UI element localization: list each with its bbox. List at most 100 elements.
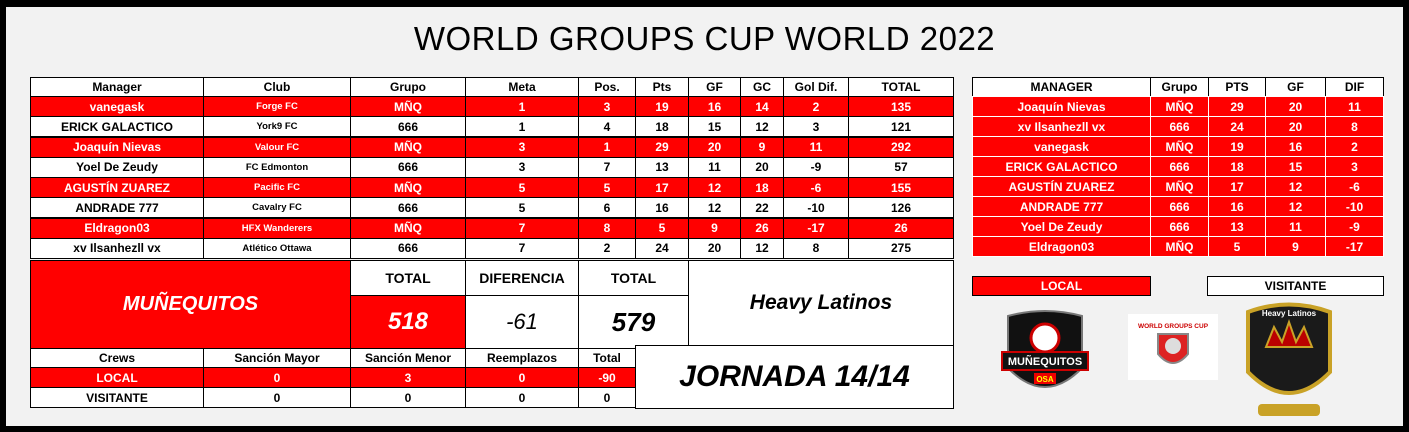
table-cell: 11 [783,136,849,158]
table-cell: 12 [1265,196,1326,217]
table-cell: -90 [578,367,636,388]
table-cell: Joaquín Nievas [30,136,204,158]
column-header: Grupo [350,77,466,97]
table-cell: 12 [1265,176,1326,197]
table-cell: FC Edmonton [203,156,351,178]
table-cell: York9 FC [203,116,351,138]
table-cell: 3 [783,116,849,138]
table-cell: -10 [783,197,849,219]
column-header: Pts [635,77,689,97]
table-cell: 5 [465,197,579,219]
table-cell: MÑQ [1150,176,1209,197]
table-cell: MÑQ [350,177,466,198]
difference: -61 [465,295,579,349]
column-header: Sanción Mayor [203,348,351,368]
cup-logo: WORLD GROUPS CUP [1128,314,1218,380]
table-cell: MÑQ [1150,236,1209,257]
table-cell: 29 [1208,96,1266,117]
column-header: Total [578,348,636,368]
table-cell: 3 [350,367,466,388]
column-header: Club [203,77,351,97]
table-cell: 5 [578,177,636,198]
table-cell: MÑQ [350,217,466,239]
table-cell: 12 [688,197,741,219]
table-cell: 2 [783,96,849,117]
table-cell: MÑQ [350,96,466,117]
table-cell: 22 [740,197,784,219]
table-cell: 26 [848,217,954,239]
table-cell: 3 [578,96,636,117]
column-header: Sanción Menor [350,348,466,368]
table-cell: 0 [465,387,579,408]
table-cell: Atlético Ottawa [203,237,351,259]
column-header: Gol Dif. [783,77,849,97]
table-cell: 12 [740,237,784,259]
round: JORNADA 14/14 [635,345,954,409]
table-cell: MÑQ [350,136,466,158]
table-cell: 16 [635,197,689,219]
table-cell: 11 [1265,216,1326,237]
table-cell: xv Ilsanhezll vx [972,116,1151,137]
table-cell: 16 [1208,196,1266,217]
logo-text: Heavy Latinos [1262,309,1317,318]
table-cell: 155 [848,177,954,198]
column-header: PTS [1208,77,1266,97]
table-cell: 135 [848,96,954,117]
table-cell: 9 [688,217,741,239]
column-header: GF [1265,77,1326,97]
table-cell: 12 [688,177,741,198]
table-cell: -6 [783,177,849,198]
shield [1246,302,1332,395]
table-cell: Eldragon03 [972,236,1151,257]
column-header: Meta [465,77,579,97]
table-cell: 1 [465,116,579,138]
table-cell: HFX Wanderers [203,217,351,239]
table-cell: 666 [1150,196,1209,217]
table-cell: ANDRADE 777 [30,197,204,219]
table-cell: 18 [635,116,689,138]
table-cell: 666 [1150,116,1209,137]
table-cell: ERICK GALACTICO [972,156,1151,177]
table-cell: 8 [578,217,636,239]
column-header: DIF [1325,77,1384,97]
table-cell: 6 [578,197,636,219]
ribbon [1258,404,1320,416]
table-cell: Forge FC [203,96,351,117]
ribbon [1001,351,1089,371]
table-cell: 3 [1325,156,1384,177]
table-cell: -9 [1325,216,1384,237]
logo-text: WORLD GROUPS CUP [1138,323,1209,330]
table-cell: 9 [1265,236,1326,257]
table-cell: 11 [688,156,741,178]
table-cell: 17 [635,177,689,198]
logo-text: MUÑEQUITOS [1008,355,1082,368]
table-cell: 2 [1325,136,1384,157]
table-cell: 18 [1208,156,1266,177]
table-cell: 0 [203,387,351,408]
table-cell: 15 [1265,156,1326,177]
table-cell: 16 [688,96,741,117]
table-cell: Valour FC [203,136,351,158]
table-cell: 20 [740,156,784,178]
column-header: MANAGER [972,77,1151,97]
home-team: MUÑEQUITOS [30,260,351,349]
table-cell: 292 [848,136,954,158]
table-cell: 3 [465,136,579,158]
table-cell: -17 [783,217,849,239]
column-header: Pos. [578,77,636,97]
total-label: TOTAL [578,260,689,296]
table-cell: 0 [578,387,636,408]
table-cell: 9 [740,136,784,158]
table-cell: 4 [578,116,636,138]
table-cell: 8 [783,237,849,259]
away-total: 579 [578,295,689,349]
table-cell: 2 [578,237,636,259]
table-cell: 18 [740,177,784,198]
table-cell: 19 [635,96,689,117]
table-cell: 13 [635,156,689,178]
table-cell: Yoel De Zeudy [972,216,1151,237]
table-cell: 5 [465,177,579,198]
legend-local: LOCAL [972,276,1151,296]
table-cell: 20 [1265,116,1326,137]
